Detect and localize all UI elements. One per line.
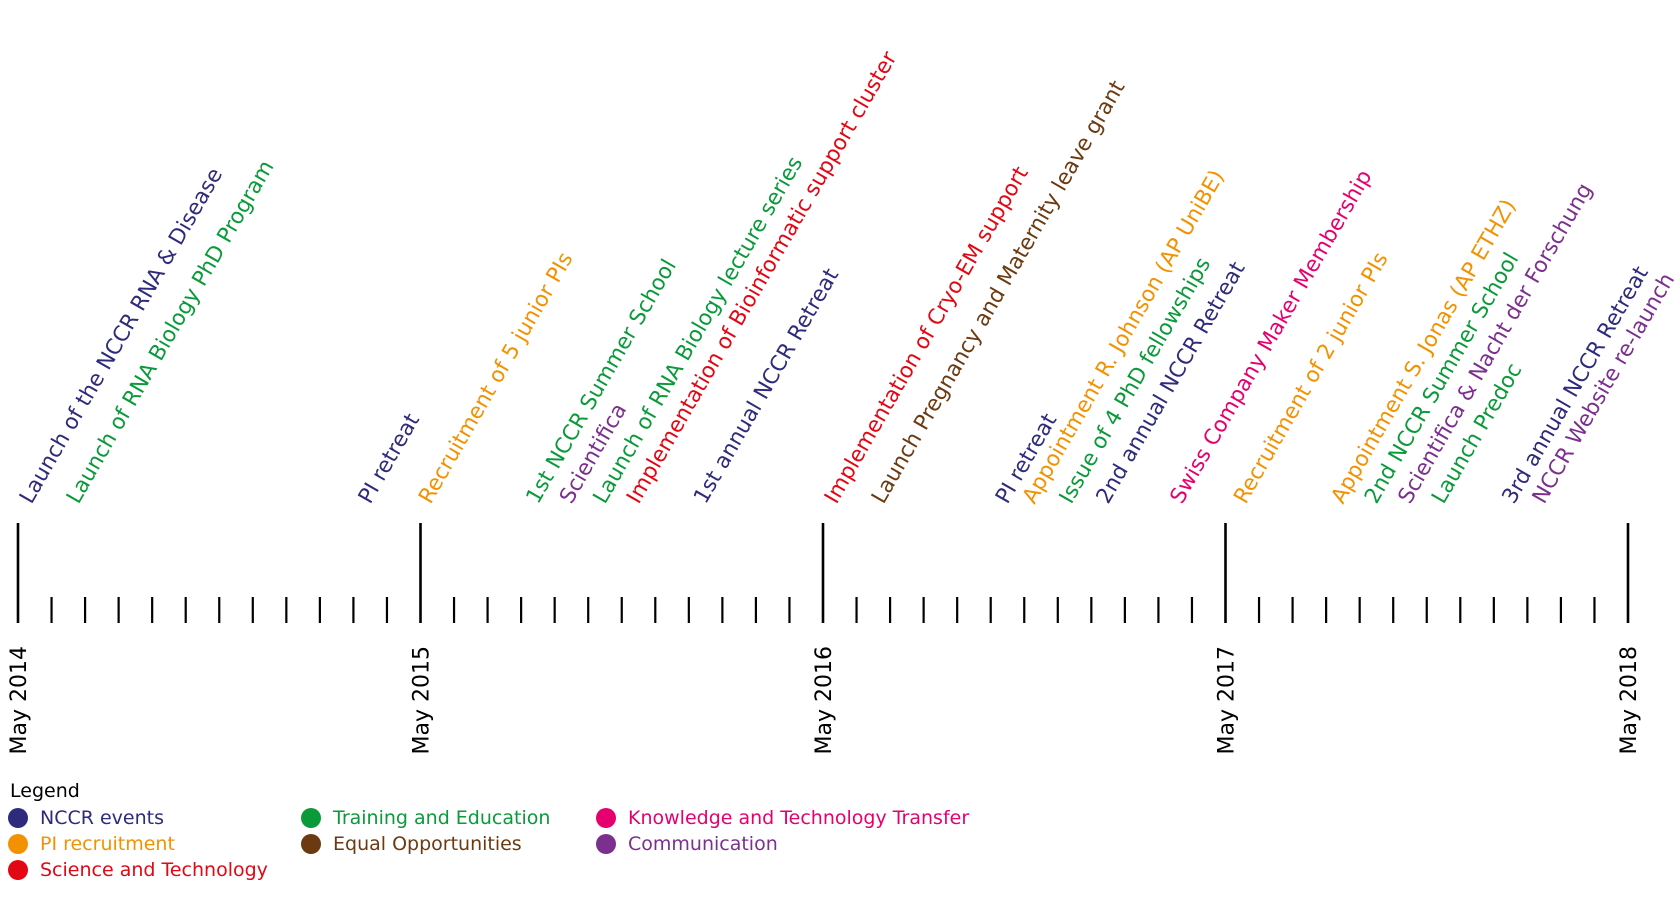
legend-item-science-technology: Science and Technology — [8, 859, 268, 881]
knowledge-technology-transfer-dot-icon — [596, 808, 616, 828]
legend-item-communication: Communication — [596, 833, 778, 855]
communication-dot-icon — [596, 834, 616, 854]
axis-tick-label: May 2018 — [1617, 646, 1642, 754]
legend-label: Knowledge and Technology Transfer — [628, 807, 970, 829]
timeline-ticks — [16, 523, 1630, 623]
legend-label: Communication — [628, 833, 778, 855]
timeline-event: Launch of RNA Biology PhD Program — [62, 156, 280, 508]
legend-label: Equal Opportunities — [333, 833, 522, 855]
timeline-event: Launch of the NCCR RNA & Disease — [15, 164, 228, 508]
legend-label: NCCR events — [40, 807, 165, 829]
science-technology-dot-icon — [8, 860, 28, 880]
axis-tick-label: May 2016 — [812, 646, 837, 754]
legend-item-training-education: Training and Education — [301, 807, 550, 829]
timeline-event: Implementation of Cryo-EM support — [820, 162, 1034, 508]
legend: Legend NCCR events PI recruitment Scienc… — [8, 780, 1108, 900]
equal-opportunities-dot-icon — [301, 834, 321, 854]
timeline-tick-labels: May 2014 May 2015 May 2016 May 2017 May 2018 — [7, 646, 1642, 754]
axis-tick-label: May 2017 — [1215, 646, 1240, 754]
training-education-dot-icon — [301, 808, 321, 828]
axis-tick-label: May 2014 — [7, 646, 32, 754]
timeline-event: NCCR Website re-launch — [1528, 269, 1680, 508]
pi-recruitment-dot-icon — [8, 834, 28, 854]
legend-label: Training and Education — [333, 807, 551, 829]
axis-tick-label: May 2015 — [410, 646, 435, 754]
legend-title: Legend — [10, 780, 80, 802]
legend-item-pi-recruitment: PI recruitment — [8, 833, 175, 855]
legend-item-nccr-events: NCCR events — [8, 807, 164, 829]
legend-label: Science and Technology — [40, 859, 268, 881]
nccr-events-dot-icon — [8, 808, 28, 828]
legend-item-equal-opportunities: Equal Opportunities — [301, 833, 522, 855]
legend-label: PI recruitment — [40, 833, 175, 855]
legend-item-knowledge-technology-transfer: Knowledge and Technology Transfer — [596, 807, 969, 829]
